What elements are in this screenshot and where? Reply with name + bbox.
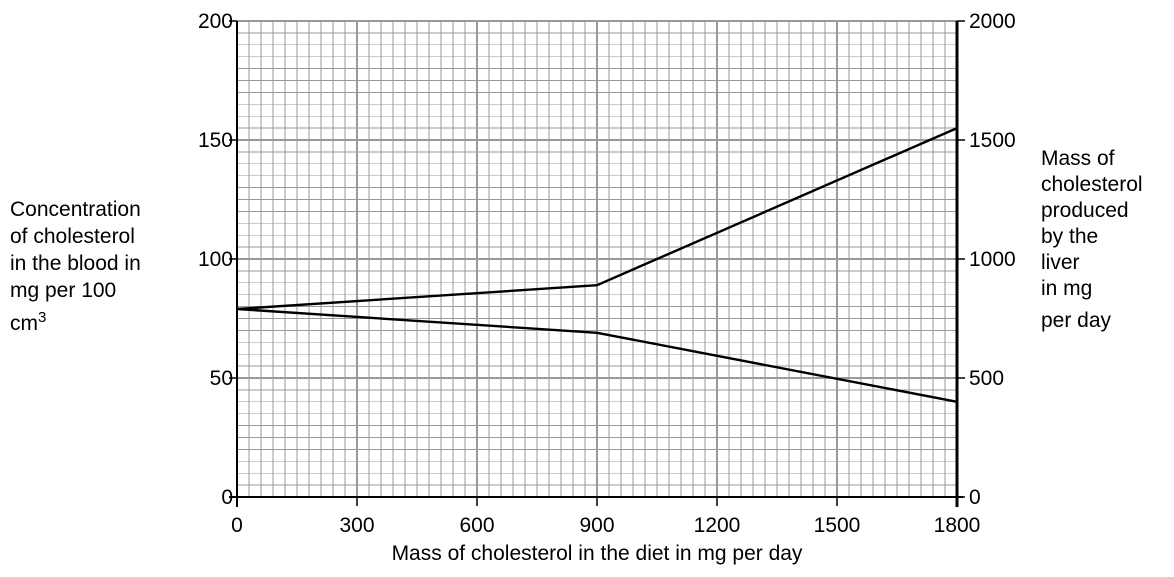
right-y-tick-label: 0 [969,486,981,509]
axes [229,20,965,507]
left-y-label-line: of cholesterol [10,225,135,248]
left-y-tick-label: 150 [198,129,233,152]
x-tick-label: 1500 [814,514,861,537]
left-y-label-line: mg per 100 [10,279,117,302]
x-tick-label: 1800 [934,514,981,537]
left-y-tick-label: 50 [210,367,233,390]
right-y-label-line: in mg [1041,277,1093,300]
left-y-tick-label: 200 [198,10,233,33]
x-tick-label: 900 [579,514,614,537]
right-y-label-line: per day [1041,309,1112,332]
left-y-axis-label: Concentration of cholesterol in the bloo… [10,196,141,337]
tick-labels: 0 300 600 900 1200 1500 1800050100150200050010… [198,10,1016,537]
x-tick-label: 0 [231,514,243,537]
left-y-label-superscript: 3 [38,309,47,326]
right-y-label-line: cholesterol [1041,173,1143,196]
right-y-tick-label: 1000 [969,248,1016,271]
right-y-tick-label: 2000 [969,10,1016,33]
left-y-tick-label: 100 [198,248,233,271]
left-y-label-line: Concentration [10,198,141,221]
right-y-label-line: liver [1041,251,1080,274]
series-line [236,307,958,403]
right-y-label-line: Mass of [1041,147,1115,170]
x-tick-label: 1200 [694,514,741,537]
x-tick-label: 600 [459,514,494,537]
x-tick-label: 300 [339,514,374,537]
left-y-label-unit-base: cm [10,312,38,335]
right-y-tick-label: 500 [969,367,1004,390]
right-y-axis-label: Mass of cholesterol produced by the live… [1041,146,1143,334]
x-axis-label: Mass of cholesterol in the diet in mg pe… [392,542,803,565]
left-y-label-line: in the blood in [10,252,141,275]
right-y-tick-label: 1500 [969,129,1016,152]
right-y-label-line: by the [1041,225,1099,248]
left-y-label-unit: cm3 [10,304,141,337]
data-lines [236,127,958,403]
right-y-label-line: produced [1041,199,1129,222]
left-y-tick-label: 0 [221,486,233,509]
series-line [236,127,958,311]
